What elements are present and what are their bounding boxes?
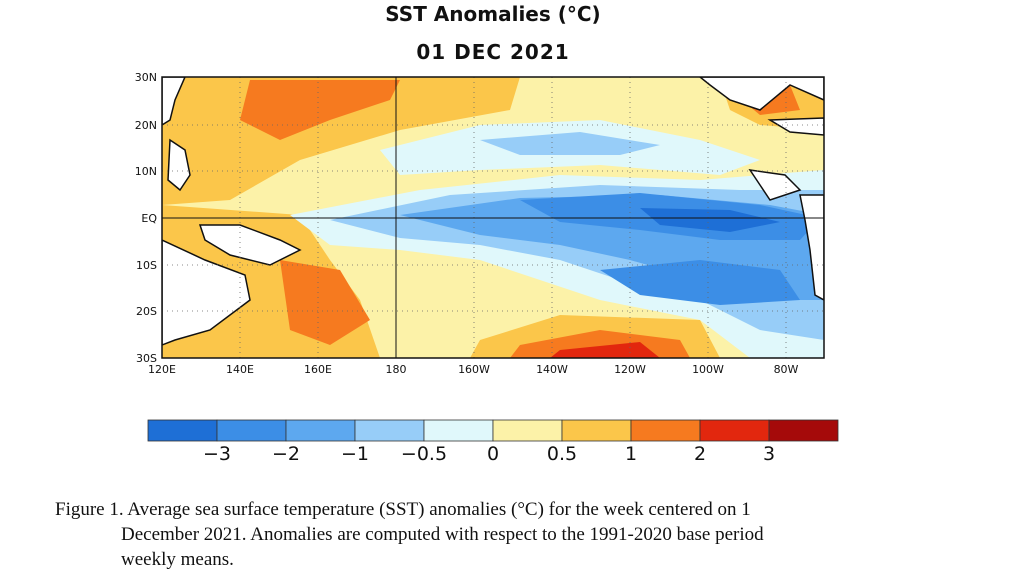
lat-label: EQ	[141, 212, 157, 225]
sst-anomaly-map: 30N 20N 10N EQ 10S 20S 30S 120E 140E 160…	[135, 71, 839, 465]
colorbar-swatch	[699, 419, 770, 442]
lat-label: 30N	[135, 71, 157, 84]
lat-label: 10S	[136, 259, 157, 272]
lon-label: 160E	[304, 363, 332, 376]
colorbar-swatch	[147, 419, 218, 442]
anomaly-field	[162, 77, 824, 358]
colorbar-swatch	[561, 419, 632, 442]
caption-line: Figure 1. Average sea surface temperatur…	[55, 499, 751, 520]
colorbar-label: 0	[487, 443, 499, 465]
colorbar-swatch	[630, 419, 701, 442]
lat-label: 30S	[136, 352, 157, 365]
lat-label: 20N	[135, 119, 157, 132]
map-frame	[161, 76, 825, 359]
lat-label: 20S	[136, 305, 157, 318]
lon-label: 140E	[226, 363, 254, 376]
lon-label: 100W	[692, 363, 724, 376]
map-reference-lines	[162, 77, 824, 358]
lon-label: 160W	[458, 363, 490, 376]
colorbar-label: 2	[694, 443, 706, 465]
colorbar-swatch	[492, 419, 563, 442]
map-title: SST Anomalies (°C)	[385, 2, 601, 26]
lon-label: 140W	[536, 363, 568, 376]
caption-line: weekly means.	[121, 549, 234, 570]
colorbar-label: 0.5	[547, 443, 577, 465]
colorbar-swatch	[423, 419, 494, 442]
colorbar-labels: −3 −2 −1 −0.5 0 0.5 1 2 3	[203, 443, 775, 465]
colorbar-swatch	[354, 419, 425, 442]
colorbar-swatch	[216, 419, 287, 442]
colorbar-label: −3	[203, 443, 231, 465]
colorbar-label: 3	[763, 443, 775, 465]
colorbar-label: 1	[625, 443, 637, 465]
colorbar-label: −0.5	[401, 443, 447, 465]
longitude-labels: 120E 140E 160E 180 160W 140W 120W 100W 8…	[148, 363, 799, 376]
lat-label: 10N	[135, 165, 157, 178]
caption-line: December 2021. Anomalies are computed wi…	[121, 524, 764, 545]
colorbar-label: −2	[272, 443, 300, 465]
map-date: 01 DEC 2021	[416, 40, 570, 64]
lon-label: 120E	[148, 363, 176, 376]
lon-label: 80W	[774, 363, 799, 376]
colorbar-swatch	[285, 419, 356, 442]
colorbar	[147, 419, 839, 442]
lon-label: 120W	[614, 363, 646, 376]
lon-label: 180	[386, 363, 407, 376]
colorbar-label: −1	[341, 443, 369, 465]
latitude-labels: 30N 20N 10N EQ 10S 20S 30S	[135, 71, 158, 365]
figure-caption: Figure 1. Average sea surface temperatur…	[55, 497, 935, 572]
colorbar-swatch	[768, 419, 839, 442]
